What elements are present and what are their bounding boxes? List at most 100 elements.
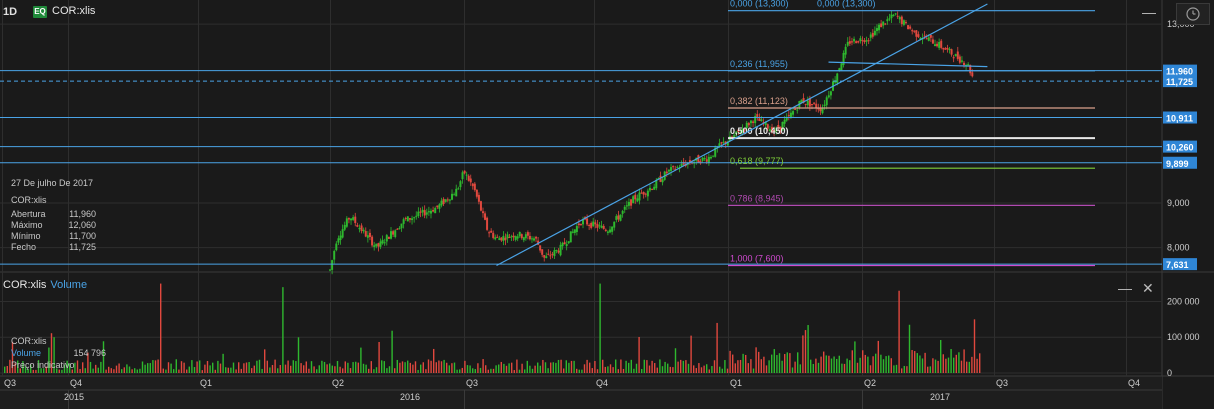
volume-bar: [633, 368, 635, 373]
candle-body: [383, 242, 386, 244]
candle-body: [600, 225, 603, 228]
volume-bar: [539, 365, 541, 373]
volume-bar: [521, 363, 523, 373]
volume-bar: [815, 358, 817, 373]
quarter-tick-label: Q4: [70, 378, 82, 388]
volume-panel-header: COR:xlis Volume: [3, 279, 87, 291]
candle-body: [680, 163, 683, 167]
candle-body: [676, 166, 679, 168]
volume-symbol[interactable]: COR:xlis: [3, 279, 47, 291]
candle-body: [408, 218, 411, 220]
volume-info-panel: COR:xlis Volume 154 796 Preço indicativo: [11, 335, 106, 371]
timeframe-label[interactable]: 1D: [3, 6, 18, 18]
candle-body: [446, 199, 449, 201]
volume-bar: [461, 367, 463, 373]
volume-bar: [87, 352, 89, 373]
volume-bar: [940, 339, 942, 373]
candle-body: [488, 232, 491, 234]
candle-body: [463, 170, 466, 174]
candle-body: [902, 20, 905, 25]
volume-bar: [890, 358, 892, 373]
candle-body: [421, 209, 424, 213]
symbol-label[interactable]: COR:xlis: [52, 5, 96, 17]
volume-bar: [586, 359, 588, 373]
minimize-price-panel-button[interactable]: —: [1142, 4, 1156, 20]
volume-bar: [84, 368, 86, 373]
volume-bar: [620, 359, 622, 373]
volume-bar: [30, 364, 32, 373]
volume-bar: [534, 365, 536, 373]
volume-bar: [313, 366, 315, 373]
volume-bar: [290, 365, 292, 373]
candle-body: [465, 174, 468, 176]
candle-body: [387, 236, 390, 239]
volume-bar: [48, 347, 50, 373]
candle-body: [827, 95, 830, 98]
candle-body: [555, 250, 558, 252]
volume-bar: [303, 365, 305, 373]
candle-body: [896, 15, 899, 17]
candle-body: [506, 234, 509, 239]
candle-body: [634, 194, 637, 200]
candle-body: [836, 73, 839, 83]
volume-bar: [750, 359, 752, 373]
candle-body: [604, 229, 607, 232]
volume-title[interactable]: Volume: [50, 279, 88, 291]
volume-bar: [71, 369, 73, 373]
candle-body: [636, 198, 639, 202]
fibonacci-level-label: 0,236 (11,955): [730, 59, 788, 69]
candle-body: [783, 119, 786, 124]
candle-body: [933, 44, 936, 47]
minimize-volume-panel-button[interactable]: —: [1118, 280, 1132, 296]
candle-body: [813, 102, 816, 104]
volume-bar: [932, 358, 934, 373]
volume-bar: [212, 362, 214, 373]
volume-bar: [591, 368, 593, 373]
candle-body: [741, 128, 744, 132]
volume-bar: [706, 364, 708, 373]
volume-bar: [924, 352, 926, 373]
volume-bar: [121, 369, 123, 373]
level-price-box: [1163, 111, 1197, 124]
volume-bar: [115, 365, 118, 373]
volume-bar: [560, 359, 562, 373]
candle-body: [777, 125, 780, 129]
volume-bar: [888, 355, 890, 373]
candle-body: [726, 141, 729, 146]
volume-bar: [238, 362, 240, 373]
close-volume-panel-button[interactable]: ✕: [1142, 280, 1154, 296]
volume-bar: [451, 363, 453, 373]
candle-body: [400, 223, 403, 229]
volume-bar: [227, 367, 229, 373]
candle-body: [911, 30, 914, 32]
volume-bar: [113, 369, 115, 373]
volume-bar: [378, 341, 380, 373]
volume-bar: [784, 354, 786, 373]
volume-bar: [721, 368, 723, 373]
candle-body: [366, 235, 369, 238]
volume-bar: [698, 363, 700, 373]
volume-bar: [862, 350, 864, 373]
volume-bar: [74, 362, 76, 373]
candle-body: [588, 224, 591, 226]
volume-bar: [778, 353, 781, 373]
volume-bar: [596, 369, 599, 373]
volume-bar: [292, 360, 294, 373]
volume-bar: [56, 368, 58, 373]
candle-body: [625, 205, 628, 207]
candle-body: [368, 232, 371, 237]
volume-bar: [674, 348, 677, 373]
volume-bar: [859, 357, 861, 373]
history-button[interactable]: [1176, 3, 1210, 25]
volume-bar: [178, 369, 180, 373]
volume-bar: [485, 365, 487, 373]
candle-body: [337, 238, 340, 243]
candle-body: [925, 38, 928, 40]
volume-bar: [167, 362, 170, 373]
candle-body: [938, 41, 941, 48]
volume-bar: [963, 349, 965, 373]
volume-bar: [251, 368, 253, 373]
candle-body: [861, 40, 864, 42]
candle-body: [745, 122, 748, 129]
level-price-box: [1163, 258, 1197, 271]
